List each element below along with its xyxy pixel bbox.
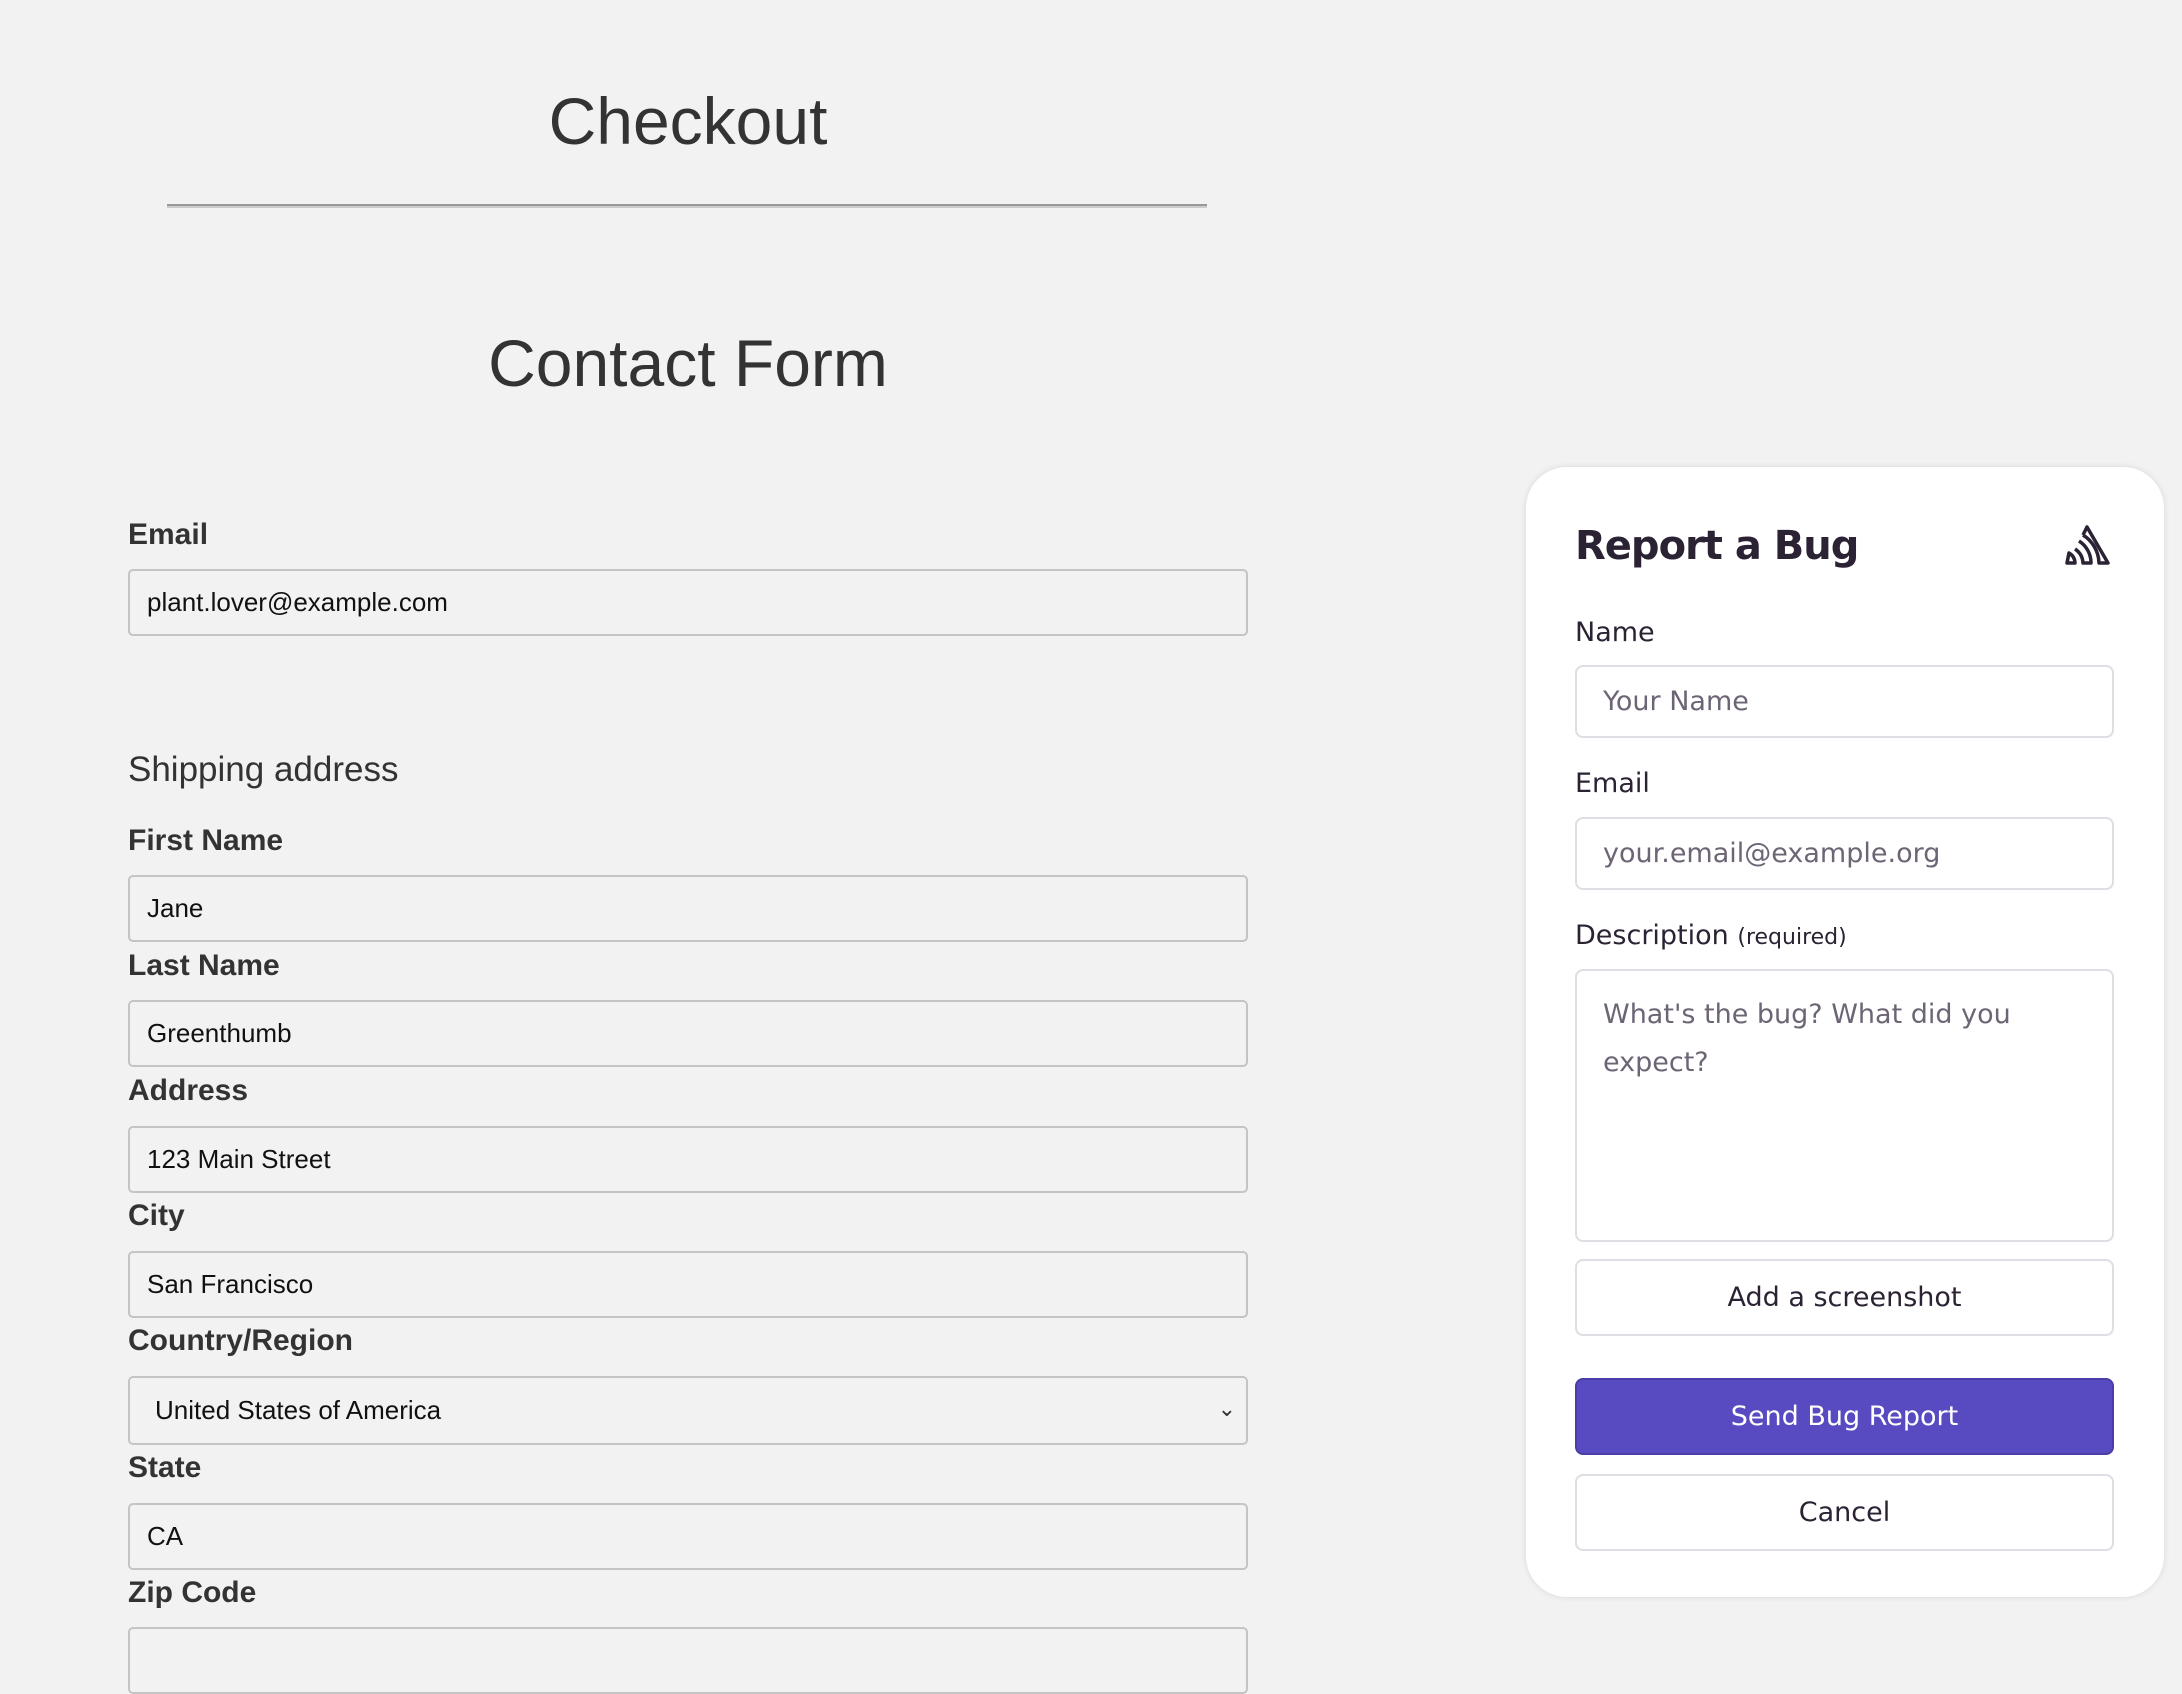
description-placeholder: What's the bug? What did you expect? xyxy=(1603,999,2011,1078)
address-value: 123 Main Street xyxy=(147,1144,331,1174)
zip-label: Zip Code xyxy=(128,1576,257,1609)
city-label: City xyxy=(128,1199,185,1232)
name-placeholder: Your Name xyxy=(1603,686,1749,717)
name-input[interactable]: Your Name xyxy=(1575,665,2114,738)
bug-report-dialog: Report a Bug Name Your Name Email your.e… xyxy=(1525,466,2165,1598)
city-input[interactable]: San Francisco xyxy=(128,1251,1248,1318)
first-name-label: First Name xyxy=(128,824,284,857)
email-placeholder: your.email@example.org xyxy=(1603,838,1941,869)
last-name-value: Greenthumb xyxy=(147,1018,292,1048)
bug-report-title: Report a Bug xyxy=(1575,523,1859,569)
page-title: Checkout xyxy=(548,84,828,158)
last-name-input[interactable]: Greenthumb xyxy=(128,1000,1248,1067)
country-select[interactable]: United States of America ⌄ xyxy=(128,1376,1248,1445)
description-label-text: Description xyxy=(1575,920,1729,951)
email-value: plant.lover@example.com xyxy=(147,587,448,617)
add-screenshot-button[interactable]: Add a screenshot xyxy=(1575,1259,2114,1336)
shipping-heading: Shipping address xyxy=(128,750,399,789)
divider xyxy=(167,204,1207,208)
email-input[interactable]: plant.lover@example.com xyxy=(128,569,1248,636)
required-hint: (required) xyxy=(1737,925,1847,950)
country-value: United States of America xyxy=(155,1395,442,1425)
zip-input[interactable] xyxy=(128,1627,1248,1694)
last-name-label: Last Name xyxy=(128,949,280,982)
description-textarea[interactable]: What's the bug? What did you expect? xyxy=(1575,969,2114,1242)
address-label: Address xyxy=(128,1074,249,1107)
cancel-button[interactable]: Cancel xyxy=(1575,1474,2114,1551)
state-input[interactable]: CA xyxy=(128,1503,1248,1570)
first-name-value: Jane xyxy=(147,893,204,923)
description-label: Description (required) xyxy=(1575,920,1847,951)
send-bug-report-button[interactable]: Send Bug Report xyxy=(1575,1378,2114,1455)
email-label: Email xyxy=(1575,768,1650,799)
form-title: Contact Form xyxy=(488,326,888,400)
email-label: Email xyxy=(128,518,209,551)
city-value: San Francisco xyxy=(147,1269,314,1299)
address-input[interactable]: 123 Main Street xyxy=(128,1126,1248,1193)
sentry-logo-icon xyxy=(2063,523,2111,571)
email-input[interactable]: your.email@example.org xyxy=(1575,817,2114,890)
country-label: Country/Region xyxy=(128,1324,353,1357)
state-label: State xyxy=(128,1451,202,1484)
name-label: Name xyxy=(1575,617,1655,648)
first-name-input[interactable]: Jane xyxy=(128,875,1248,942)
chevron-down-icon: ⌄ xyxy=(1217,1396,1236,1421)
state-value: CA xyxy=(147,1521,184,1551)
